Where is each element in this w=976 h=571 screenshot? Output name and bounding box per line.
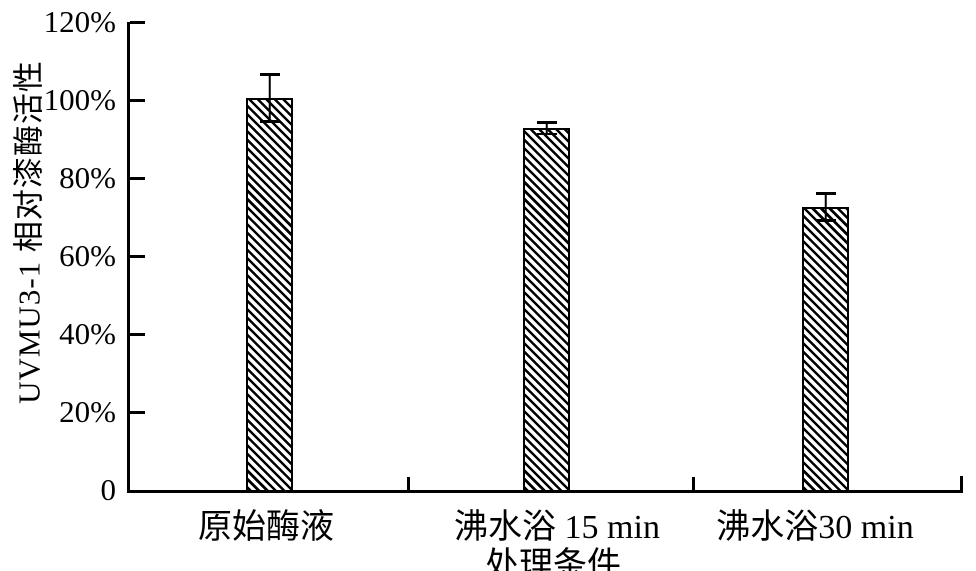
error-bar-bottom-cap [536, 132, 557, 136]
y-tick-label: 120% [43, 4, 116, 39]
error-bar [259, 73, 280, 123]
error-bar [815, 192, 836, 222]
error-bar-bottom-cap [815, 219, 836, 222]
error-bar-stem [545, 121, 548, 136]
y-axis-tick [130, 176, 145, 180]
y-axis-tick [130, 98, 145, 102]
x-axis-end-tick [960, 476, 963, 490]
error-bar [536, 121, 557, 136]
x-axis-tick [406, 477, 410, 490]
y-tick-label: 60% [59, 238, 116, 273]
x-category-label: 原始酶液 [198, 509, 334, 546]
bar [802, 206, 849, 490]
x-category-label: 沸水浴30 min [716, 509, 914, 546]
y-axis-tick [130, 410, 145, 414]
x-category-label: 沸水浴 15 min [454, 509, 660, 546]
x-axis-title: 处理条件 [485, 547, 621, 571]
bar [246, 98, 293, 490]
error-bar-stem [824, 192, 827, 222]
y-axis-tick [130, 332, 145, 336]
y-tick-label: 100% [43, 82, 116, 117]
error-bar-bottom-cap [259, 120, 280, 123]
x-axis-tick [691, 477, 695, 490]
bar [523, 128, 570, 490]
y-tick-label: 20% [59, 394, 116, 429]
y-axis-tick [130, 20, 145, 24]
plot-area [127, 20, 963, 493]
y-axis-tick [130, 254, 145, 258]
y-tick-label: 80% [59, 160, 116, 195]
error-bar-stem [268, 73, 271, 123]
y-tick-label: 40% [59, 316, 116, 351]
y-tick-label: 0 [100, 472, 117, 507]
